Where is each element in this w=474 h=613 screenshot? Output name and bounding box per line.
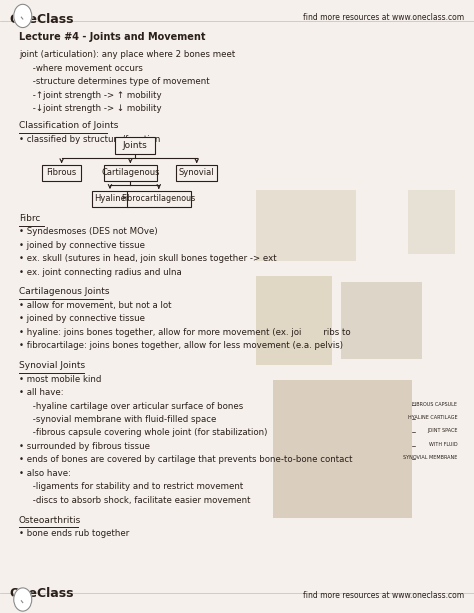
Text: -↑joint strength -> ↑ mobility: -↑joint strength -> ↑ mobility (19, 91, 162, 100)
Text: SYNOVIAL MEMBRANE: SYNOVIAL MEMBRANE (403, 455, 457, 460)
Text: JOINT SPACE: JOINT SPACE (427, 428, 457, 433)
Text: find more resources at www.oneclass.com: find more resources at www.oneclass.com (303, 13, 465, 23)
Text: • joined by connective tissue: • joined by connective tissue (19, 241, 145, 250)
FancyBboxPatch shape (176, 165, 217, 181)
FancyBboxPatch shape (115, 137, 155, 154)
Text: HYALINE CARTILAGE: HYALINE CARTILAGE (408, 415, 457, 420)
Text: • ends of bones are covered by cartilage that prevents bone-to-bone contact: • ends of bones are covered by cartilage… (19, 455, 353, 465)
Text: -fibrous capsule covering whole joint (for stabilization): -fibrous capsule covering whole joint (f… (19, 428, 267, 438)
FancyBboxPatch shape (341, 282, 422, 359)
Text: WITH FLUID: WITH FLUID (429, 442, 457, 447)
FancyBboxPatch shape (408, 190, 455, 254)
FancyBboxPatch shape (273, 380, 412, 518)
Circle shape (14, 4, 32, 28)
Text: joint (articulation): any place where 2 bones meet: joint (articulation): any place where 2 … (19, 50, 235, 59)
Text: FIBROUS CAPSULE: FIBROUS CAPSULE (412, 402, 457, 406)
Text: -discs to absorb shock, facilitate easier movement: -discs to absorb shock, facilitate easie… (19, 496, 250, 505)
Text: Synovial Joints: Synovial Joints (19, 361, 85, 370)
Text: Classification of Joints: Classification of Joints (19, 121, 118, 131)
FancyBboxPatch shape (104, 165, 156, 181)
FancyBboxPatch shape (256, 276, 332, 365)
Text: Osteoarthritis: Osteoarthritis (19, 516, 81, 525)
Text: • ex. skull (sutures in head, join skull bones together -> ext: • ex. skull (sutures in head, join skull… (19, 254, 277, 264)
FancyBboxPatch shape (92, 191, 128, 207)
Text: • all have:: • all have: (19, 388, 64, 397)
Text: -hyaline cartilage over articular surface of bones: -hyaline cartilage over articular surfac… (19, 402, 243, 411)
Text: OneClass: OneClass (9, 13, 74, 26)
Text: • fibrocartilage: joins bones together, allow for less movement (e.a. pelvis): • fibrocartilage: joins bones together, … (19, 341, 343, 351)
Text: -where movement occurs: -where movement occurs (19, 64, 143, 73)
Text: • allow for movement, but not a lot: • allow for movement, but not a lot (19, 301, 172, 310)
Text: Fibrocartilagenous: Fibrocartilagenous (122, 194, 196, 203)
Text: • hyaline: joins bones together, allow for more movement (ex. joi        ribs to: • hyaline: joins bones together, allow f… (19, 328, 351, 337)
Text: -ligaments for stability and to restrict movement: -ligaments for stability and to restrict… (19, 482, 243, 492)
Text: • Syndesmoses (DES not MOve): • Syndesmoses (DES not MOve) (19, 227, 157, 237)
Text: • classified by structure/function: • classified by structure/function (19, 135, 160, 144)
FancyBboxPatch shape (127, 191, 191, 207)
Text: Synovial: Synovial (179, 169, 215, 177)
Text: -↓joint strength -> ↓ mobility: -↓joint strength -> ↓ mobility (19, 104, 162, 113)
Text: • bone ends rub together: • bone ends rub together (19, 529, 129, 538)
Text: Joints: Joints (123, 142, 147, 150)
FancyBboxPatch shape (256, 190, 356, 261)
Text: OneClass: OneClass (9, 587, 74, 600)
Text: Cartilagenous: Cartilagenous (101, 169, 160, 177)
Circle shape (14, 588, 32, 611)
Text: Hyaline: Hyaline (94, 194, 126, 203)
Text: • also have:: • also have: (19, 469, 71, 478)
Text: • most mobile kind: • most mobile kind (19, 375, 101, 384)
Text: Fibrc: Fibrc (19, 214, 40, 223)
Text: • joined by connective tissue: • joined by connective tissue (19, 314, 145, 324)
Text: Cartilagenous Joints: Cartilagenous Joints (19, 287, 109, 297)
Text: find more resources at www.oneclass.com: find more resources at www.oneclass.com (303, 590, 465, 600)
Text: -structure determines type of movement: -structure determines type of movement (19, 77, 210, 86)
Text: Lecture #4 - Joints and Movement: Lecture #4 - Joints and Movement (19, 32, 205, 42)
Text: -synovial membrane with fluid-filled space: -synovial membrane with fluid-filled spa… (19, 415, 216, 424)
FancyBboxPatch shape (43, 165, 81, 181)
Text: Fibrous: Fibrous (46, 169, 77, 177)
Text: • surrounded by fibrous tissue: • surrounded by fibrous tissue (19, 442, 150, 451)
Text: • ex. joint connecting radius and ulna: • ex. joint connecting radius and ulna (19, 268, 182, 277)
